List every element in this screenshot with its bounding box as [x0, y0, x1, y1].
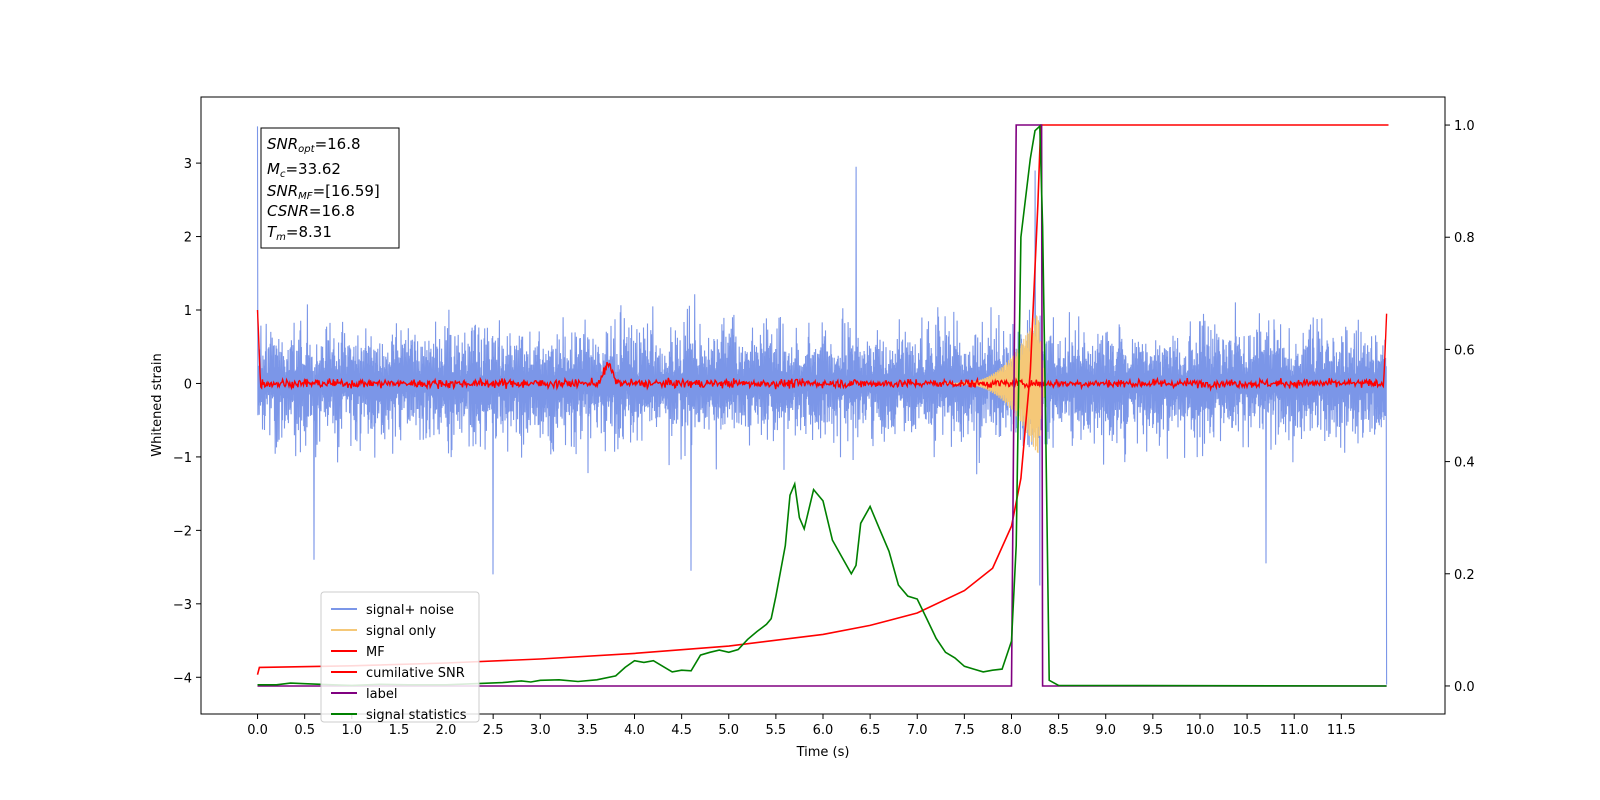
y-tick-label: 1	[184, 304, 192, 319]
x-tick-label: 4.5	[671, 723, 692, 738]
legend-label: signal+ noise	[366, 603, 454, 618]
y2-tick-label: 1.0	[1454, 119, 1475, 134]
x-tick-label: 4.0	[624, 723, 645, 738]
info-tm: Tm=8.31	[267, 223, 332, 243]
x-axis-title: Time (s)	[796, 745, 850, 760]
x-tick-label: 9.5	[1143, 723, 1164, 738]
x-tick-label: 2.5	[483, 723, 504, 738]
legend-frame	[320, 591, 480, 723]
y-tick-label: −2	[173, 524, 192, 539]
legend-label: cumilative SNR	[366, 666, 465, 681]
legend-label: signal statistics	[366, 708, 467, 723]
y-axis-title: Whitened strain	[150, 353, 165, 456]
info-snr-mf: SNRMF=[16.59]	[267, 182, 380, 202]
info-mc: Mc=33.62	[267, 160, 341, 180]
x-tick-label: 3.5	[577, 723, 598, 738]
y-axis-right: 1.0 0.8 0.6 0.4 0.2 0.0	[1445, 119, 1475, 695]
legend-label: label	[366, 687, 397, 702]
x-tick-label: 10.0	[1185, 723, 1214, 738]
y2-tick-label: 0.2	[1454, 568, 1475, 583]
info-snr-opt: SNRopt=16.8	[267, 135, 361, 155]
y-tick-label: −1	[173, 451, 192, 466]
x-tick-label: 9.0	[1095, 723, 1116, 738]
series-signal-noise	[256, 126, 1388, 685]
y2-tick-label: 0.8	[1454, 231, 1475, 246]
series-mf	[256, 309, 1388, 392]
x-tick-label: 8.0	[1001, 723, 1022, 738]
x-tick-label: 6.5	[860, 723, 881, 738]
x-tick-label: 11.5	[1327, 723, 1356, 738]
y-tick-label: 2	[184, 231, 192, 246]
x-tick-label: 5.5	[766, 723, 787, 738]
y-tick-label: 3	[184, 157, 192, 172]
legend-label: MF	[366, 645, 385, 660]
info-box: SNRopt=16.8 Mc=33.62 SNRMF=[16.59] CSNR=…	[260, 127, 400, 249]
y-tick-label: −4	[173, 671, 192, 686]
x-tick-label: 6.0	[813, 723, 834, 738]
x-tick-label: 0.5	[294, 723, 315, 738]
y-axis-left: 3 2 1 0 −1 −2 −3 −4	[173, 157, 201, 686]
x-tick-label: 3.0	[530, 723, 551, 738]
x-tick-label: 0.0	[247, 723, 268, 738]
x-tick-label: 7.5	[954, 723, 975, 738]
legend: signal+ noise signal only MF cumilative SNR…	[320, 591, 480, 723]
x-axis: 0.0 0.5 1.0 1.5 2.0 2.5 3.0 3.5 4.0 4.5 5.0 5.5 6.0 6…	[247, 714, 1356, 738]
x-tick-label: 7.0	[907, 723, 928, 738]
y-tick-label: 0	[184, 377, 192, 392]
y2-tick-label: 0.6	[1454, 343, 1475, 358]
x-tick-label: 2.0	[436, 723, 457, 738]
legend-label: signal only	[366, 624, 436, 639]
x-tick-label: 1.5	[389, 723, 410, 738]
info-csnr: CSNR=16.8	[267, 202, 355, 220]
x-tick-label: 5.0	[718, 723, 739, 738]
y2-tick-label: 0.4	[1454, 456, 1475, 471]
x-tick-label: 8.5	[1048, 723, 1069, 738]
info-box-frame	[260, 127, 400, 249]
series-signal-statistics	[257, 124, 1387, 687]
x-tick-label: 10.5	[1233, 723, 1262, 738]
y2-tick-label: 0.0	[1454, 680, 1475, 695]
x-tick-label: 11.0	[1280, 723, 1309, 738]
y-tick-label: −3	[173, 598, 192, 613]
x-tick-label: 1.0	[341, 723, 362, 738]
